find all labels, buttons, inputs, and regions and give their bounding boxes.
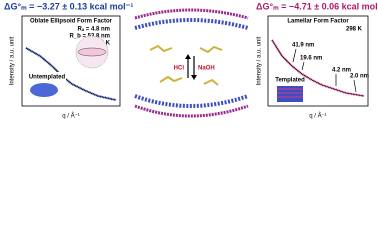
right-title: ΔG°ₘ = −4.71 ± 0.06 kcal mol⁻¹ bbox=[256, 1, 378, 11]
ellipsoid bbox=[77, 47, 107, 57]
peak: 2.0 nm bbox=[350, 74, 369, 80]
peak: 4.2 nm bbox=[332, 68, 351, 74]
y-label: Intensity / a.u. unit bbox=[10, 36, 16, 85]
y-label: Intensity / a.u. unit bbox=[257, 36, 263, 85]
chain-top bbox=[134, 18, 249, 30]
chain-bottom bbox=[134, 94, 249, 108]
base: NaOH bbox=[198, 66, 215, 72]
micelle bbox=[30, 83, 58, 97]
arrow-head bbox=[185, 54, 191, 59]
left-label: Untemplated bbox=[29, 75, 66, 81]
peak-arrows bbox=[292, 48, 357, 93]
left-fit bbox=[25, 47, 117, 101]
molecules bbox=[149, 44, 223, 86]
left-model: Oblate Ellipsoid Form Factor bbox=[30, 19, 113, 25]
x-label: q / Å⁻¹ bbox=[62, 113, 80, 120]
figure: ΔG°ₘ = −3.27 ± 0.13 kcal mol⁻¹ Oblate El… bbox=[4, 1, 378, 120]
left-param: Rₐ = 4.8 nm bbox=[78, 27, 110, 33]
peak: 19.6 nm bbox=[300, 56, 322, 62]
right-fit bbox=[271, 39, 365, 97]
right-model: Lamellar Form Factor bbox=[287, 19, 349, 25]
chain-bottom bbox=[134, 104, 249, 118]
left-title: ΔG°ₘ = −3.27 ± 0.13 kcal mol⁻¹ bbox=[4, 1, 133, 11]
x-label: q / Å⁻¹ bbox=[309, 113, 327, 120]
acid: HCl bbox=[174, 66, 185, 72]
page: ΔG°ₘ = −3.27 ± 0.13 kcal mol⁻¹ Oblate El… bbox=[4, 1, 378, 120]
right-label: Templated bbox=[275, 78, 305, 84]
arrow-head bbox=[191, 75, 197, 80]
right-param: 298 K bbox=[346, 27, 363, 33]
lamella-lines bbox=[277, 88, 303, 98]
peak: 41.9 nm bbox=[292, 43, 314, 49]
chain-top bbox=[134, 8, 249, 20]
lamella bbox=[277, 86, 303, 102]
